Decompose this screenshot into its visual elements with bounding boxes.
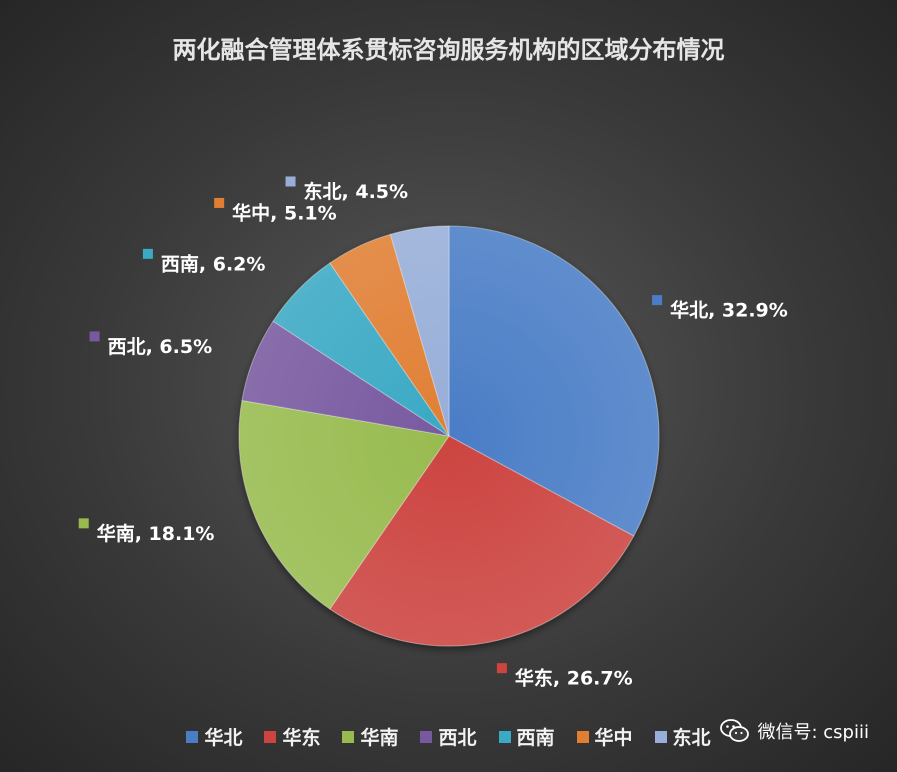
data-label-西南: 西南, 6.2% — [142, 248, 266, 275]
wechat-icon — [719, 719, 749, 742]
legend-label: 华中 — [594, 727, 633, 749]
data-label-华东: 华东, 26.7% — [496, 663, 633, 690]
legend-swatch — [576, 730, 589, 743]
legend-label: 东北 — [672, 727, 711, 749]
legend-swatch — [186, 730, 199, 743]
pie-slice-东北 — [389, 225, 450, 437]
data-label-swatch — [78, 518, 89, 529]
legend-item-华中: 华中 — [576, 723, 633, 750]
legend-label: 华北 — [204, 727, 243, 749]
legend-item-东北: 东北 — [654, 723, 711, 750]
data-label-华北: 华北, 32.9% — [652, 295, 788, 322]
svg-text:华南, 18.1%: 华南, 18.1% — [97, 522, 215, 545]
legend-item-西南: 西南 — [498, 723, 555, 750]
legend-label: 西南 — [516, 727, 555, 749]
svg-text:华北, 32.9%: 华北, 32.9% — [670, 299, 788, 322]
data-label-swatch — [214, 197, 225, 208]
legend-swatch — [420, 730, 433, 743]
data-label-swatch — [496, 663, 507, 674]
pie-slice-华东 — [329, 435, 635, 647]
pie-slice-华北 — [448, 225, 660, 537]
chart-legend: 华北 华东 华南 西北 西南 华中 东北 — [0, 723, 897, 750]
data-label-西北: 西北, 6.5% — [89, 331, 213, 358]
svg-text:东北, 4.5%: 东北, 4.5% — [304, 180, 409, 203]
svg-text:华东, 26.7%: 华东, 26.7% — [515, 667, 633, 690]
data-label-swatch — [142, 248, 153, 259]
legend-label: 华东 — [282, 727, 321, 749]
legend-swatch — [264, 730, 277, 743]
data-label-华南: 华南, 18.1% — [78, 518, 215, 545]
legend-label: 华南 — [360, 727, 399, 749]
legend-label: 西北 — [438, 727, 477, 749]
chart-title: 两化融合管理体系贯标咨询服务机构的区域分布情况 — [172, 36, 725, 64]
legend-swatch — [498, 730, 511, 743]
watermark-text: 微信号: cspiii — [757, 722, 870, 743]
legend-item-西北: 西北 — [420, 723, 477, 750]
legend-item-华东: 华东 — [264, 723, 320, 750]
svg-text:华中, 5.1%: 华中, 5.1% — [232, 201, 337, 224]
svg-text:西南, 6.2%: 西南, 6.2% — [161, 253, 266, 275]
data-label-swatch — [89, 331, 100, 342]
data-label-swatch — [652, 295, 663, 306]
legend-swatch — [654, 730, 667, 743]
legend-swatch — [342, 730, 355, 743]
data-label-华中: 华中, 5.1% — [214, 197, 337, 224]
pie-slice-华南 — [238, 399, 450, 610]
watermark: 微信号: cspiii — [719, 718, 870, 744]
data-label-swatch — [285, 176, 296, 187]
data-label-东北: 东北, 4.5% — [285, 176, 409, 203]
legend-item-华北: 华北 — [186, 723, 242, 750]
svg-text:西北, 6.5%: 西北, 6.5% — [108, 336, 213, 358]
legend-item-华南: 华南 — [342, 723, 398, 750]
